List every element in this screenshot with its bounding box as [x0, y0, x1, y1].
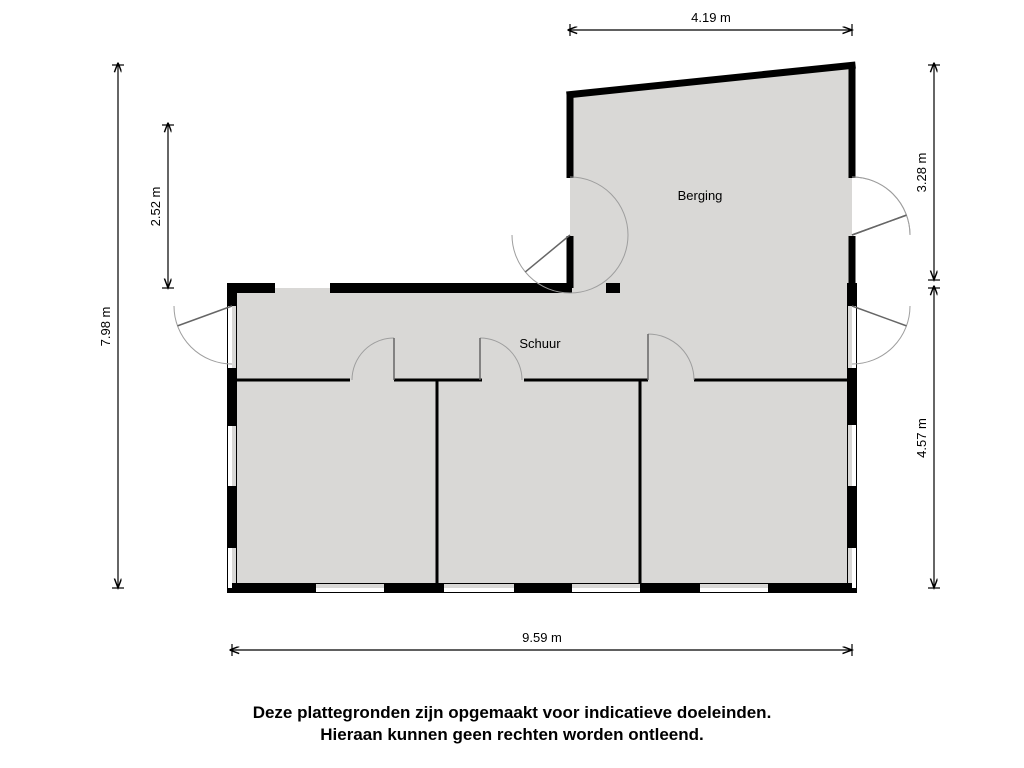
floorplan-canvas: 4.19 m 9.59 m 7.98 m 2.52 m 3.28 m 4.57 m Sch…	[0, 0, 1024, 768]
caption-line-2: Hieraan kunnen geen rechten worden ontle…	[320, 725, 704, 744]
room-label-schuur: Schuur	[519, 336, 561, 351]
caption-line-1: Deze plattegronden zijn opgemaakt voor i…	[253, 703, 772, 722]
dimension-label: 3.28 m	[914, 153, 929, 193]
room-schuur	[232, 288, 852, 588]
room-label-berging: Berging	[678, 188, 723, 203]
room-berging	[570, 65, 852, 288]
dimension-label: 4.57 m	[914, 418, 929, 458]
dimension-label: 9.59 m	[522, 630, 562, 645]
dimension-label: 2.52 m	[148, 187, 163, 227]
dimension-label: 4.19 m	[691, 10, 731, 25]
dimension-label: 7.98 m	[98, 307, 113, 347]
